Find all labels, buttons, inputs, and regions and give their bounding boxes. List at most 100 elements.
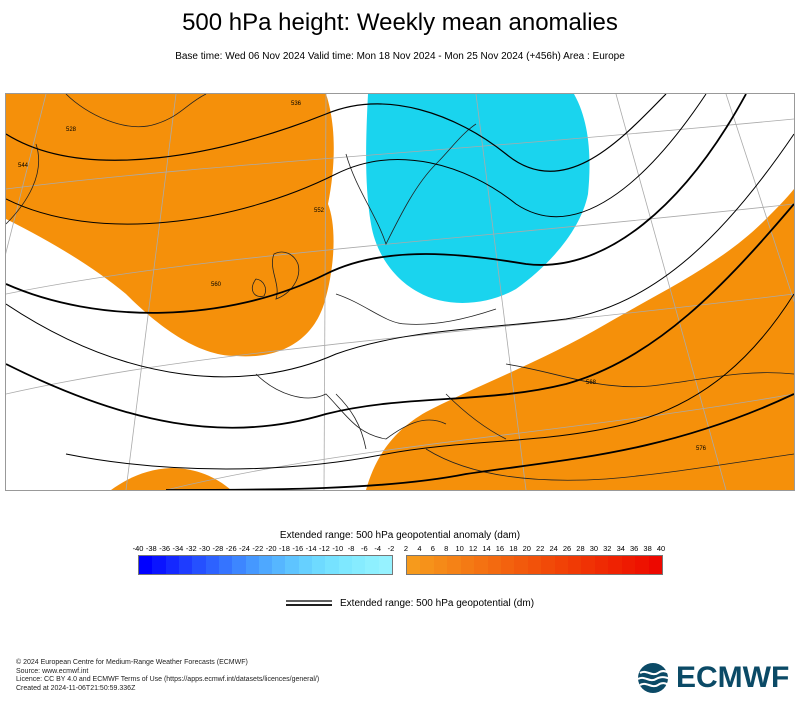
- colorbar-tick-label: -32: [185, 544, 197, 553]
- positive-anomaly-southwest: [111, 468, 231, 490]
- colorbar-segment: [581, 556, 595, 574]
- colorbar-tick-label: -14: [305, 544, 317, 553]
- contour-line-legend: Extended range: 500 hPa geopotential (dm…: [286, 598, 586, 612]
- colorbar-tick-label: 2: [403, 544, 409, 553]
- colorbar-tick-label: -16: [292, 544, 304, 553]
- colorbar-segment: [218, 556, 233, 574]
- colorbar-segment: [232, 556, 246, 574]
- contour-label: 536: [291, 101, 302, 107]
- positive-anomaly-north-atlantic: [6, 94, 334, 357]
- colorbar-tick-label: -26: [225, 544, 237, 553]
- colorbar-negative: [138, 555, 393, 575]
- colorbar-tick-label: 6: [430, 544, 435, 553]
- colorbar-segment: [541, 556, 555, 574]
- colorbar-tick-label: -4: [374, 544, 382, 553]
- colorbar-tick-label: 40: [656, 544, 666, 553]
- colorbar-segment: [192, 556, 206, 574]
- colorbar-segment: [338, 556, 352, 574]
- footer-line: Licence: CC BY 4.0 and ECMWF Terms of Us…: [16, 676, 320, 683]
- colorbar-segment: [285, 556, 299, 574]
- colorbar-tick-label: 30: [589, 544, 599, 553]
- colorbar-tick-label: -24: [239, 544, 250, 553]
- contour-label: 568: [586, 380, 597, 386]
- colorbar-segment: [474, 556, 488, 574]
- colorbar-segment: [554, 556, 569, 574]
- colorbar-tick-label: 36: [629, 544, 639, 553]
- footer-line: Created at 2024-11-06T21:50:59.336Z: [16, 684, 136, 692]
- colorbar-tick-label: -22: [252, 544, 264, 553]
- contour-line-symbol: [286, 600, 332, 606]
- colorbar-segment: [312, 556, 326, 574]
- colorbar-tick-label: -30: [199, 544, 210, 553]
- ecmwf-logo-text: ECMWF: [676, 661, 790, 694]
- footer-line: © 2024 European Centre for Medium-Range …: [16, 659, 248, 666]
- colorbar-segment: [258, 556, 273, 574]
- contour-label: 576: [696, 446, 707, 452]
- colorbar-segment: [178, 556, 193, 574]
- colorbar-tick-label: 22: [536, 544, 545, 553]
- colorbar-tick-label: 12: [468, 544, 478, 553]
- colorbar-tick-label: -18: [279, 544, 290, 553]
- colorbar-segment: [152, 556, 166, 574]
- colorbar-tick-label: -10: [332, 544, 344, 553]
- coastlines: [6, 94, 794, 481]
- colorbar-segment: [407, 556, 421, 574]
- contour-label: 528: [66, 127, 77, 133]
- colorbar-segment: [245, 556, 259, 574]
- colorbar-segment: [365, 556, 379, 574]
- colorbar-segment: [568, 556, 582, 574]
- colorbar-tick-label: -20: [265, 544, 277, 553]
- footer-credits: © 2024 European Centre for Medium-Range …: [16, 659, 319, 693]
- colorbar-tick-label: 10: [455, 544, 464, 553]
- colorbar-title: Extended range: 500 hPa geopotential ano…: [279, 530, 521, 541]
- colorbar-segment: [352, 556, 366, 574]
- colorbar-segment: [205, 556, 219, 574]
- ecmwf-logo: ECMWF: [636, 661, 790, 694]
- contour-label: 560: [211, 282, 222, 288]
- colorbar-tick-label: -36: [159, 544, 171, 553]
- ecmwf-globe-icon: [637, 663, 671, 693]
- colorbar-tick-label: 8: [444, 544, 449, 553]
- anomaly-map: 528 536 544 552 560 568 576: [5, 93, 795, 491]
- colorbar-segment: [447, 556, 461, 574]
- colorbar-segment: [514, 556, 528, 574]
- colorbar-tick-label: -12: [318, 544, 330, 553]
- colorbar-tick-label: -34: [172, 544, 184, 553]
- colorbar-ticks: -40 -38 -36 -34 -32 -30 -28 -26 -24 -22 -20 -18 -16-…: [0, 544, 800, 556]
- colorbar-tick-label: -40: [132, 544, 144, 553]
- colorbar-positive: [406, 555, 663, 575]
- page-subtitle: Base time: Wed 06 Nov 2024 Valid time: M…: [175, 51, 625, 62]
- colorbar-tick-label: 16: [495, 544, 505, 553]
- height-contours: [6, 94, 794, 490]
- colorbar-segment: [420, 556, 434, 574]
- contour-label: 552: [314, 208, 325, 214]
- colorbar-tick-label: 26: [562, 544, 572, 553]
- colorbar-segment: [621, 556, 636, 574]
- colorbar-tick-label: 28: [576, 544, 585, 553]
- map-canvas: 528 536 544 552 560 568 576: [6, 94, 794, 490]
- colorbar-tick-label: 4: [417, 544, 422, 553]
- colorbar-tick-label: 14: [482, 544, 491, 553]
- colorbar-tick-label: 20: [522, 544, 531, 553]
- colorbar-tick-label: 24: [549, 544, 558, 553]
- positive-anomaly-mediterranean: [366, 189, 794, 490]
- colorbar-segment: [272, 556, 286, 574]
- colorbar-segment: [648, 556, 663, 574]
- contour-label: 544: [18, 163, 29, 169]
- colorbar-segment: [594, 556, 609, 574]
- colorbar-tick-label: -2: [387, 544, 395, 553]
- colorbar-segment: [487, 556, 501, 574]
- colorbar-tick-label: -8: [347, 544, 355, 553]
- colorbar-tick-label: 38: [643, 544, 652, 553]
- contour-labels: 528 536 544 552 560 568 576: [18, 101, 707, 452]
- colorbar-segment: [325, 556, 339, 574]
- colorbar-segment: [500, 556, 515, 574]
- colorbar-segment: [433, 556, 448, 574]
- page-title: 500 hPa height: Weekly mean anomalies: [182, 9, 618, 36]
- colorbar-tick-label: -38: [145, 544, 157, 553]
- colorbar-tick-label: 32: [603, 544, 612, 553]
- negative-anomaly-scandinavia: [366, 94, 590, 303]
- contour-line-label: Extended range: 500 hPa geopotential (dm…: [340, 598, 535, 609]
- colorbar-segment: [608, 556, 622, 574]
- colorbar-segment: [527, 556, 542, 574]
